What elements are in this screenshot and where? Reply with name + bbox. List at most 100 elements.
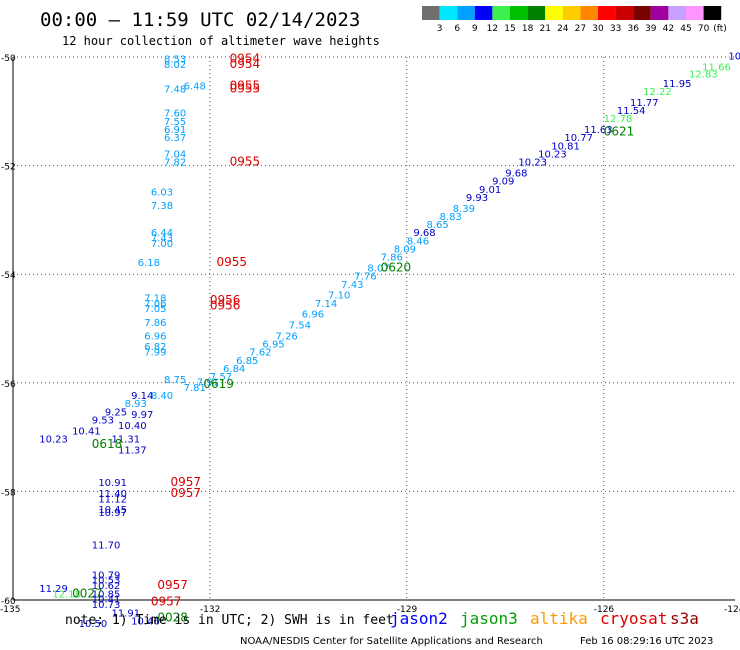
colorbar: 3 6 9 12 15 18 21 24 27 30 33 36 39 42 45 70 (ft): [422, 6, 727, 34]
data-point-label: 11.29: [39, 584, 68, 595]
data-point-label: 7.91: [197, 378, 219, 389]
time-label: 0955: [230, 155, 261, 169]
data-point-label: 6.03: [151, 187, 173, 198]
data-point-label: 7.62: [249, 348, 271, 359]
colorbar-swatch: [562, 6, 581, 20]
legend-item: jason2: [390, 609, 448, 628]
data-point-label: 7.10: [328, 291, 350, 302]
colorbar-label: 27: [575, 24, 586, 34]
time-label: 0028: [157, 611, 188, 625]
data-point-label: 6.82: [144, 342, 166, 353]
credit-line: NOAA/NESDIS Center for Satellite Applica…: [240, 636, 543, 647]
colorbar-unit: (ft): [713, 24, 727, 34]
data-point-label: 7.82: [164, 158, 186, 169]
data-point-label: 10.53: [92, 576, 121, 587]
data-point-label: 12.18: [52, 589, 81, 600]
colorbar-label: 30: [592, 24, 604, 34]
x-tick-label: -132: [200, 605, 220, 615]
data-point-label: 6.84: [223, 364, 245, 375]
data-point-label: 8.93: [125, 399, 147, 410]
data-point-label: 12.78: [604, 114, 633, 125]
time-label: 0956: [210, 298, 241, 312]
data-point-label: 10.73: [92, 600, 121, 611]
data-point-label: 8.02: [164, 60, 186, 71]
data-point-label: 9.09: [492, 177, 514, 188]
colorbar-swatch: [580, 6, 598, 20]
colorbar-swatch: [439, 6, 458, 20]
x-tick-label: -135: [0, 605, 20, 615]
colorbar-swatch: [422, 6, 440, 20]
data-point-label: 8.53: [164, 54, 186, 65]
data-point-label: 9.25: [105, 407, 127, 418]
data-point-label: 6.18: [138, 258, 160, 269]
data-point-label: 7.43: [341, 280, 363, 291]
colorbar-swatch: [510, 6, 528, 20]
data-point-label: 7.81: [184, 383, 206, 394]
colorbar-label: 45: [680, 24, 691, 34]
legend-item: s3a: [670, 609, 699, 628]
data-point-label: 10.62: [92, 581, 121, 592]
data-point-label: 7.04: [164, 149, 186, 160]
time-label: 0955: [216, 255, 247, 269]
data-point-label: 10.81: [551, 141, 580, 152]
time-label: 0620: [381, 260, 412, 274]
data-point-label: 11.12: [98, 494, 127, 505]
data-point-label: 10.41: [92, 595, 121, 606]
y-tick-label: -60: [1, 597, 16, 607]
data-point-label: 8.40: [151, 391, 173, 402]
time-label: 0957: [171, 486, 202, 500]
time-label: 0954: [230, 57, 261, 71]
footnote: note: 1) Time is in UTC; 2) SWH is in fe…: [65, 613, 394, 628]
colorbar-label: 39: [645, 24, 657, 34]
data-point-label: 7.86: [144, 318, 166, 329]
chart-title: 00:00 — 11:59 UTC 02/14/2023: [40, 9, 360, 31]
data-point-label: 11.31: [111, 435, 140, 446]
data-point-label: 11.40: [98, 489, 127, 500]
data-point-label: 6.91: [164, 125, 186, 136]
data-point-label: 7.99: [144, 348, 166, 359]
y-tick-label: -50: [1, 54, 16, 64]
colorbar-swatch: [615, 6, 634, 20]
y-tick-label: -56: [1, 380, 16, 390]
generated-timestamp: Feb 16 08:29:16 UTC 2023: [580, 636, 713, 647]
legend: jason2 jason3 altika cryosat s3a: [390, 609, 699, 628]
data-point-label: 7.18: [144, 293, 166, 304]
data-point-label: 10.23: [538, 149, 567, 160]
time-label: 0955: [230, 81, 261, 95]
data-point-label: 8.46: [407, 236, 429, 247]
time-label: 0955: [230, 79, 261, 93]
data-point-label: 10.40: [118, 421, 147, 432]
data-point-label: 11.91: [111, 608, 140, 619]
colorbar-swatch: [703, 6, 722, 20]
legend-item: altika: [530, 609, 588, 628]
x-tick-label: -126: [594, 605, 615, 615]
data-point-label: 8.75: [164, 375, 186, 386]
data-point-label: 11.66: [702, 63, 731, 74]
data-point-label: 7.43: [151, 234, 173, 245]
x-tick-label: -124: [724, 605, 740, 615]
colorbar-swatch: [545, 6, 563, 20]
time-label: 0956: [210, 293, 241, 307]
time-label: 0954: [230, 51, 261, 65]
data-point-label: 11.37: [118, 445, 147, 456]
data-point-label: 9.53: [92, 416, 114, 427]
time-label: 0618: [92, 437, 123, 451]
y-tick-label: -52: [1, 163, 16, 173]
y-tick-label: -58: [1, 488, 16, 498]
data-point-label: 7.06: [144, 299, 166, 310]
data-point-label: 8.39: [453, 204, 475, 215]
data-point-label: 7.60: [164, 109, 186, 120]
data-point-label: 10.23: [39, 435, 68, 446]
data-point-label: 10.23: [518, 158, 547, 169]
colorbar-label: 12: [487, 24, 498, 34]
data-point-label: 10.91: [728, 52, 740, 63]
colorbar-label: 3: [437, 24, 443, 34]
time-label: 0957: [171, 475, 202, 489]
colorbar-label: 33: [610, 24, 621, 34]
colorbar-swatch: [457, 6, 475, 20]
data-point-label: 11.77: [630, 98, 659, 109]
colorbar-swatch: [474, 6, 493, 20]
data-point-label: 7.86: [381, 253, 403, 264]
data-point-label: 8.83: [440, 212, 462, 223]
colorbar-swatch: [633, 6, 651, 20]
